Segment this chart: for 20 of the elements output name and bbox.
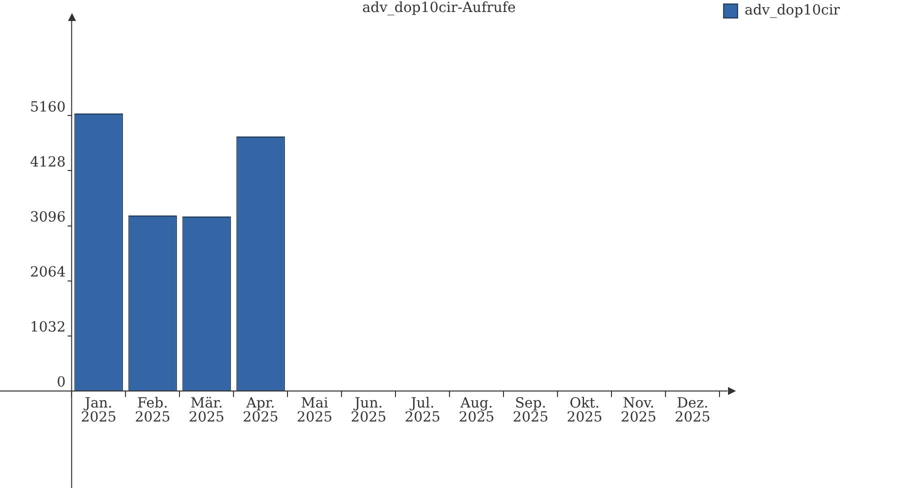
x-tick-label: Jan. 2025 xyxy=(80,396,116,426)
y-tick-label: 0 xyxy=(56,374,66,391)
x-tick-label: Jul. 2025 xyxy=(404,396,440,426)
chart-title: adv_dop10cir-Aufrufe xyxy=(362,0,516,16)
x-tick-label: Okt. 2025 xyxy=(566,396,602,426)
x-tick-label: Mär. 2025 xyxy=(188,396,224,426)
x-tick-label: Dez. 2025 xyxy=(674,396,710,426)
y-tick-label: 1032 xyxy=(30,320,66,336)
x-tick-label: Nov. 2025 xyxy=(620,396,656,426)
x-tick-label: Mai 2025 xyxy=(296,396,332,426)
x-tick-label: Feb. 2025 xyxy=(134,396,170,426)
legend-label: adv_dop10cir xyxy=(744,2,840,19)
y-tick-label: 5160 xyxy=(30,99,66,116)
x-tick-label: Apr. 2025 xyxy=(242,396,278,426)
y-tick-label: 4128 xyxy=(30,154,66,170)
y-tick-label: 3096 xyxy=(30,209,66,226)
y-tick-label: 2064 xyxy=(30,264,66,280)
x-tick-label: Sep. 2025 xyxy=(512,396,548,426)
x-tick-label: Aug. 2025 xyxy=(458,396,494,426)
x-tick-label: Jun. 2025 xyxy=(350,396,386,426)
